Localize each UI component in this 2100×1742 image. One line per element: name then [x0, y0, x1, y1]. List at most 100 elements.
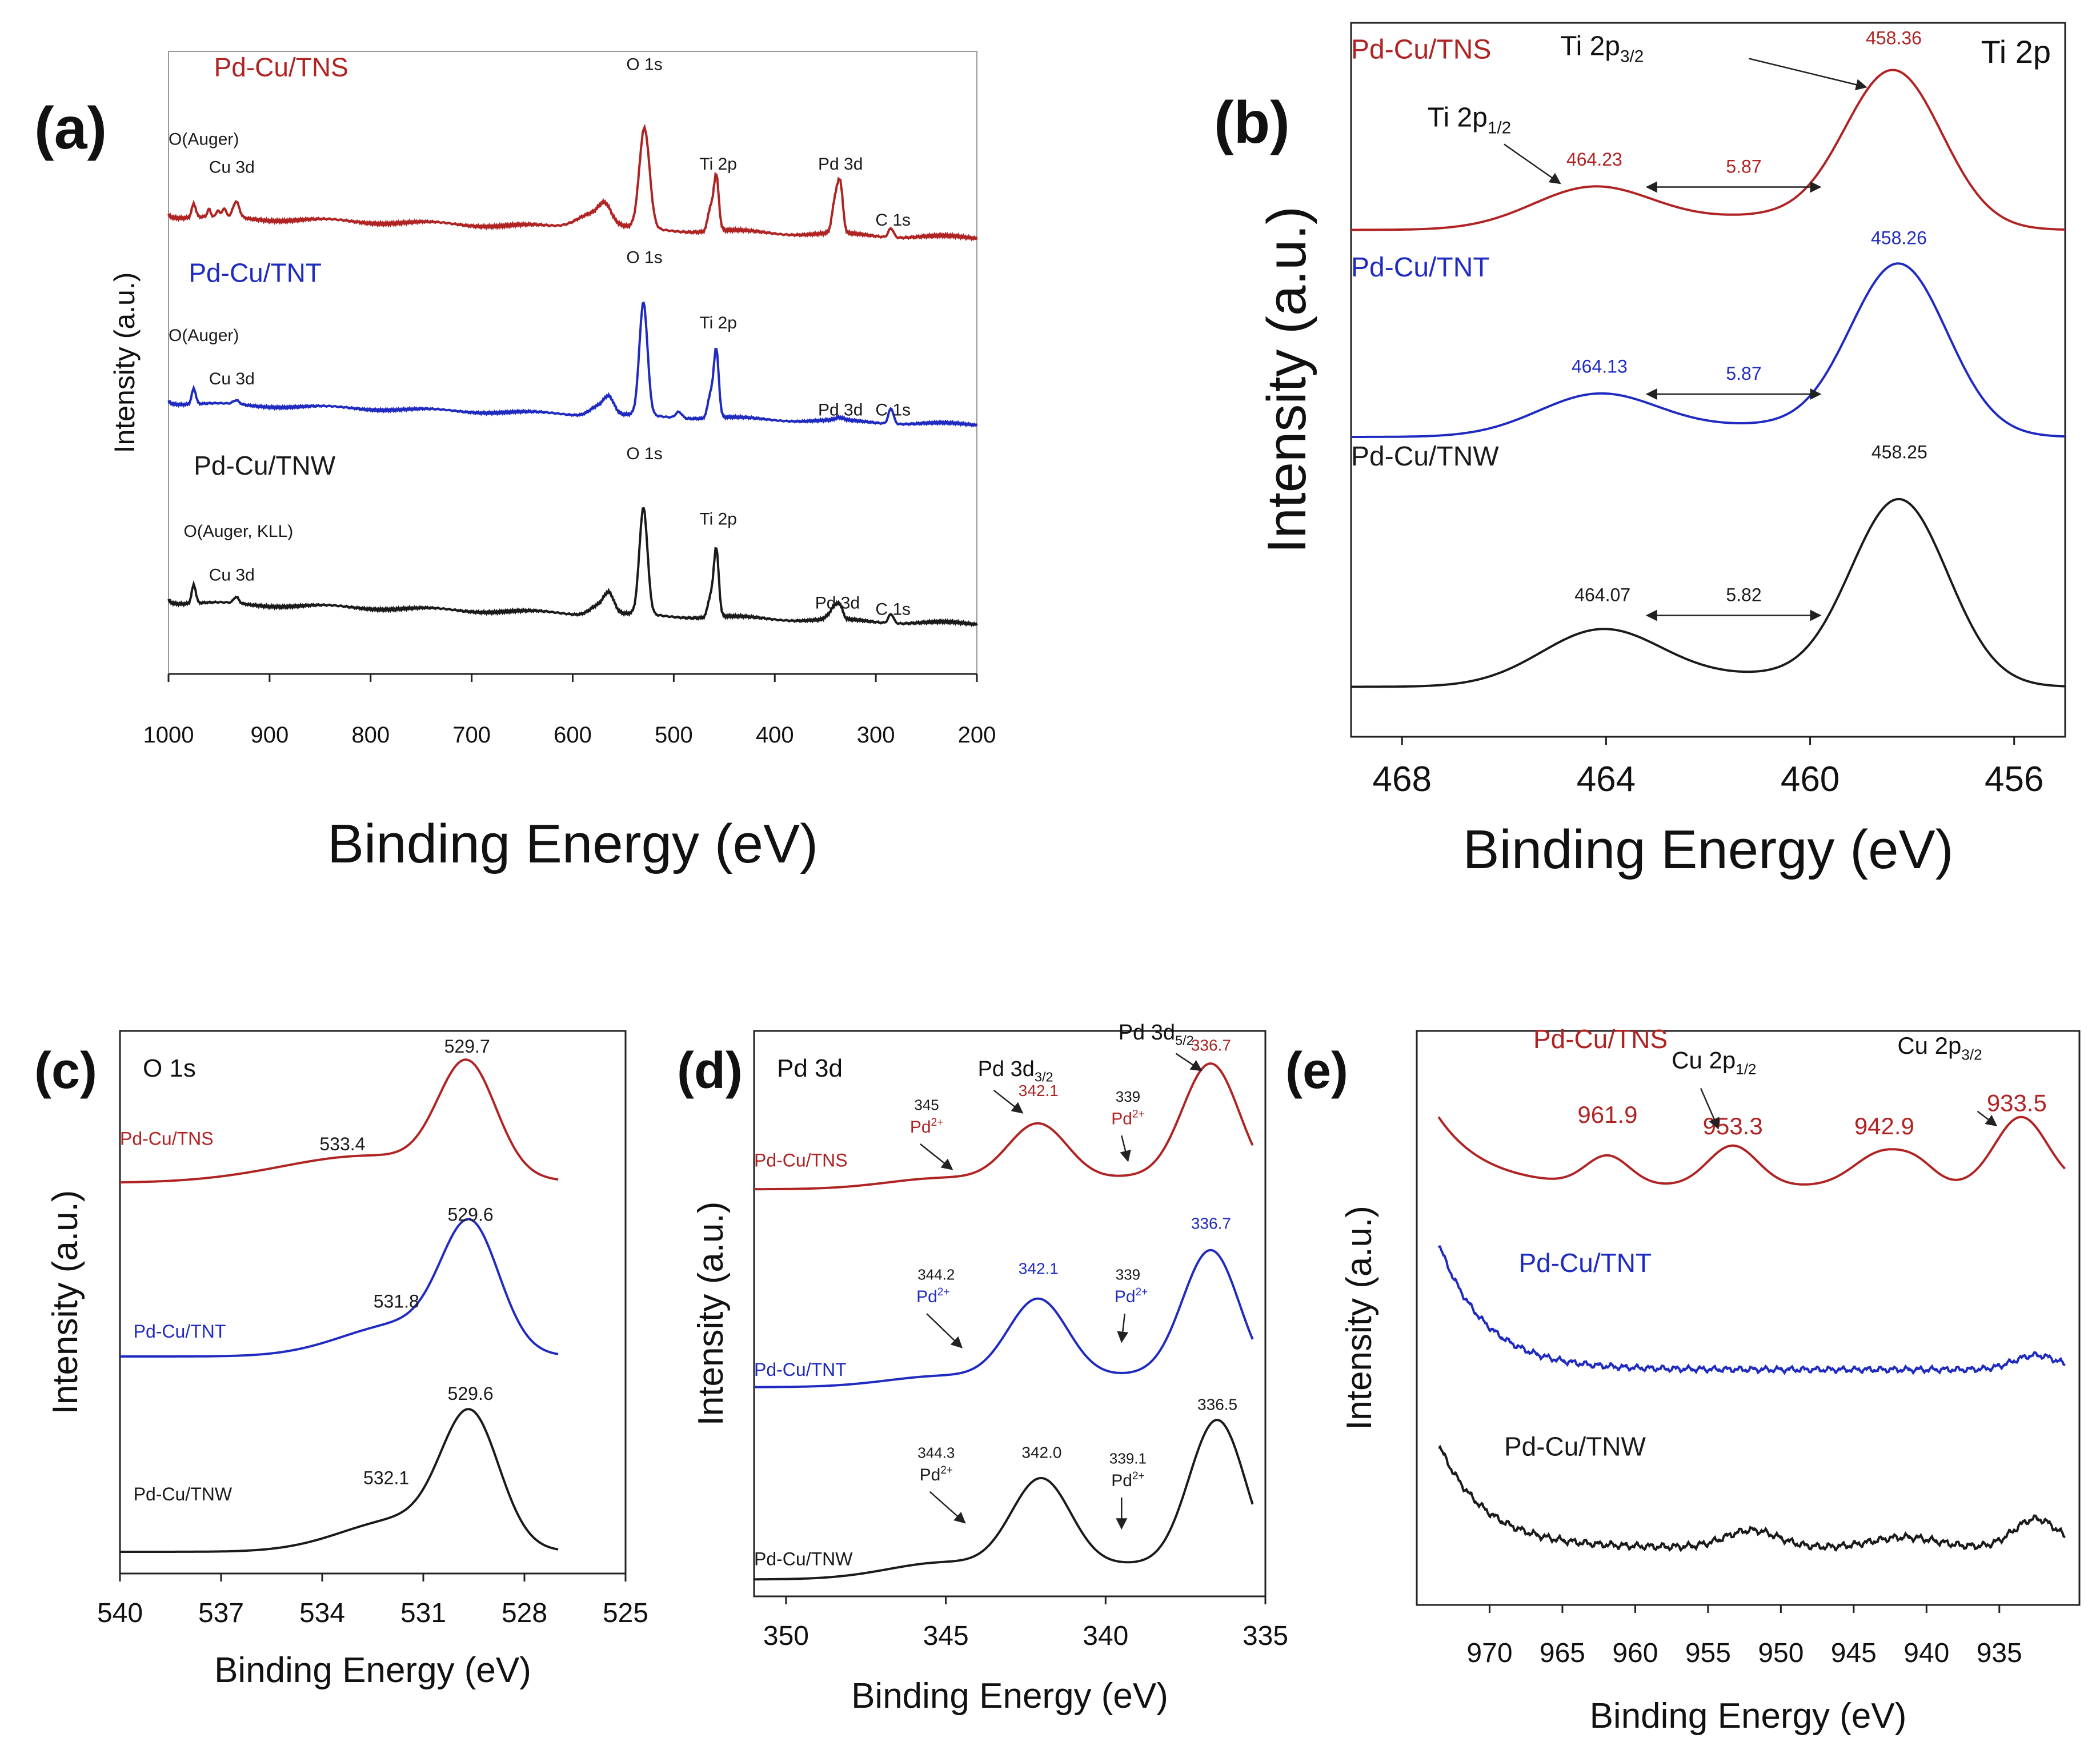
data-label: Pd-Cu/TNS: [1533, 1024, 1668, 1054]
data-label: 336.7: [1191, 1215, 1231, 1233]
x-tick-label: 350: [763, 1621, 809, 1651]
data-label: 336.7: [1191, 1037, 1231, 1054]
y-axis-label: Intensity (a.u.): [1256, 206, 1317, 553]
y-axis-label: Intensity (a.u.): [1340, 1206, 1379, 1430]
series-line-pd-cu-tnt: [1351, 262, 2066, 438]
panel-label: (e): [1285, 1042, 1348, 1099]
series-line-pd-cu-tnw: [167, 507, 978, 627]
data-label: Ti 2p: [699, 509, 737, 528]
y-axis-label: Intensity (a.u.): [691, 1202, 731, 1426]
x-tick-label: 950: [1758, 1638, 1804, 1668]
annotation-arrow: [1175, 1053, 1203, 1071]
annotation-arrow: [993, 1089, 1024, 1114]
panel-title: O 1s: [143, 1054, 196, 1082]
data-label: 5.87: [1726, 156, 1761, 177]
x-tick-label: 935: [1977, 1638, 2022, 1668]
pd2-label: Pd2+: [920, 1464, 953, 1484]
series-line-pd-cu-tnt: [167, 301, 978, 428]
series-line-pd-cu-tns: [167, 123, 978, 242]
plot-frame: [1416, 1030, 2081, 1606]
chart-panel-a: 1000 900 800 700 600 500 400 300 200 Binding Ener…: [34, 51, 996, 874]
x-tick-label: 200: [958, 723, 996, 748]
data-label: C 1s: [875, 600, 911, 619]
data-label: 336.5: [1197, 1395, 1237, 1413]
cu-2p-half-label: Cu 2p1/2: [1672, 1046, 1756, 1078]
series-line-pd-cu-tnw: [120, 1408, 559, 1553]
data-label: Pd-Cu/TNT: [1518, 1248, 1652, 1278]
data-label: 942.9: [1854, 1113, 1914, 1139]
data-label: Pd-Cu/TNT: [1351, 252, 1490, 283]
plot-frame: [119, 1030, 627, 1575]
chart-panel-d: 350 345 340 335 Binding Energy (eV) Intensity…: [677, 1021, 1288, 1716]
data-label: O 1s: [626, 55, 662, 74]
x-tick-label: 340: [1083, 1621, 1128, 1651]
x-tick-label: 970: [1466, 1638, 1512, 1668]
data-label: Ti 2p: [699, 155, 737, 174]
x-axis-label: Binding Energy (eV): [1590, 1696, 1907, 1736]
x-tick-label: 955: [1685, 1638, 1731, 1668]
x-axis-label: Binding Energy (eV): [214, 1651, 531, 1690]
data-label: 464.23: [1566, 149, 1622, 170]
annotation-arrow: [920, 1143, 953, 1170]
annotation-arrow: [1749, 58, 1867, 90]
pd2-label: Pd2+: [1111, 1470, 1144, 1490]
panel-label: (c): [34, 1042, 97, 1099]
data-label: Pd-Cu/TNS: [754, 1150, 848, 1171]
x-tick-label: 600: [554, 723, 592, 748]
data-label: 345: [914, 1097, 939, 1114]
x-tick-label: 537: [198, 1598, 244, 1628]
data-label: 344.3: [917, 1444, 955, 1461]
data-label: 339: [1116, 1088, 1140, 1105]
data-label: O 1s: [626, 248, 662, 267]
data-label: 342.0: [1021, 1443, 1061, 1461]
pd2-label: Pd2+: [1111, 1108, 1144, 1128]
x-tick-label: 400: [756, 723, 794, 748]
series-line-pd-cu-tnw: [1438, 1444, 2066, 1552]
data-label: 5.82: [1726, 585, 1761, 605]
data-label: C 1s: [875, 401, 911, 420]
data-label: 529.7: [444, 1036, 490, 1057]
series-line-pd-cu-tnw: [754, 1419, 1254, 1581]
chart-panel-b: 468 464 460 456 Binding Energy (eV) Intensity…: [1214, 22, 2066, 880]
data-label: Pd-Cu/TNW: [1351, 441, 1499, 472]
data-label: 529.6: [448, 1205, 494, 1225]
x-tick-label: 540: [97, 1598, 143, 1628]
data-label: 342.1: [1019, 1260, 1059, 1278]
data-label: Pd-Cu/TNW: [754, 1549, 853, 1570]
x-tick-label: 468: [1373, 760, 1432, 799]
data-label: Pd 3d: [815, 594, 860, 613]
data-label: 953.3: [1703, 1113, 1763, 1139]
x-tick-label: 900: [251, 723, 289, 748]
data-label: O 1s: [626, 444, 662, 463]
panel-label: (b): [1214, 90, 1290, 156]
x-tick-label: 940: [1903, 1638, 1949, 1668]
pd2-label: Pd2+: [1115, 1286, 1148, 1306]
annotation-arrow: [929, 1491, 966, 1524]
data-label: Pd-Cu/TNS: [120, 1129, 214, 1149]
plot-frame: [168, 51, 977, 675]
data-label: C 1s: [875, 211, 911, 230]
series-line-pd-cu-tnw: [1351, 497, 2066, 688]
x-tick-label: 525: [603, 1598, 648, 1628]
annotation-arrow: [1120, 1135, 1131, 1162]
data-label: O(Auger): [169, 130, 239, 149]
data-label: Pd-Cu/TNT: [189, 258, 322, 287]
data-label: Pd-Cu/TNS: [1351, 35, 1491, 65]
y-axis-label: Intensity (a.u.): [109, 272, 141, 453]
pd2-label: Pd2+: [910, 1117, 943, 1137]
data-label: Pd-Cu/TNT: [754, 1359, 847, 1380]
cu-2p-threehalves-label: Cu 2p3/2: [1897, 1032, 1982, 1063]
data-label: Cu 3d: [209, 370, 255, 388]
data-label: 458.36: [1866, 28, 1922, 49]
data-label: Pd-Cu/TNW: [194, 451, 335, 480]
annotation-arrow: [926, 1313, 963, 1348]
pd-3d-threehalves-label: Pd 3d3/2: [978, 1057, 1053, 1085]
data-label: 5.87: [1726, 363, 1761, 384]
x-tick-label: 531: [400, 1598, 446, 1628]
annotation-arrow: [1700, 1088, 1720, 1130]
series-line-pd-cu-tnt: [1437, 1245, 2066, 1375]
ti-2p-half-label: Ti 2p1/2: [1428, 102, 1511, 137]
data-label: 344.2: [917, 1266, 955, 1283]
data-label: O(Auger): [169, 326, 239, 345]
x-tick-label: 460: [1781, 760, 1839, 799]
